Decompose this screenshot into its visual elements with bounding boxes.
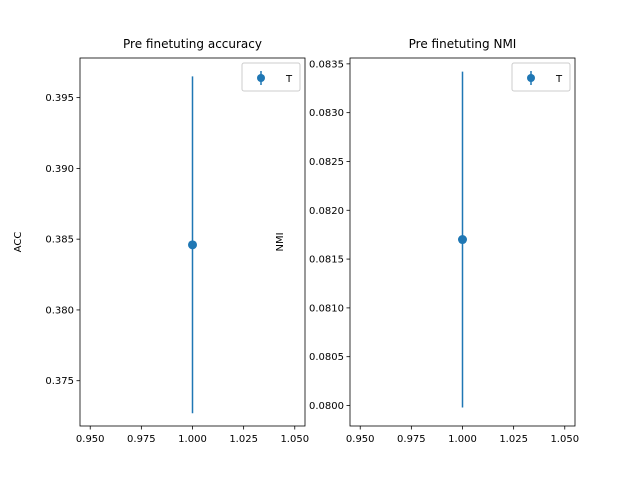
y-tick-label: 0.0815: [309, 255, 344, 266]
x-tick-label: 0.975: [127, 434, 156, 445]
data-point: [458, 235, 467, 245]
data-point: [188, 240, 197, 250]
y-tick-label: 0.0810: [309, 303, 344, 314]
x-tick-label: 1.025: [499, 434, 528, 445]
x-tick-label: 1.050: [550, 434, 579, 445]
axes-frame: [79, 57, 306, 427]
y-tick-label: 0.375: [45, 376, 74, 387]
y-tick-label: 0.395: [45, 93, 74, 104]
axes-frame: [349, 57, 576, 427]
y-tick-label: 0.0825: [309, 157, 344, 168]
y-tick-label: 0.380: [45, 305, 74, 316]
plot-area: 0.950 0.975 1.000 1.025 1.050 0.375 0.380 0.385…: [45, 76, 309, 445]
y-tick-label: 0.0820: [309, 206, 344, 217]
y-tick-label: 0.0800: [309, 401, 344, 412]
x-tick-label: 0.950: [76, 434, 105, 445]
legend-box: [241, 62, 301, 92]
legend-point-marker: [527, 74, 535, 82]
x-tick-label: 0.975: [397, 434, 426, 445]
x-tick-label: 0.950: [346, 434, 375, 445]
plot-title: Pre finetuting NMI: [409, 37, 517, 51]
legend-box: [511, 62, 571, 92]
x-tick-label: 1.000: [448, 434, 477, 445]
y-axis-label: NMI: [275, 232, 286, 251]
legend-label: T: [285, 74, 293, 85]
legend-label: T: [555, 74, 563, 85]
y-axis-label: ACC: [13, 232, 24, 253]
y-tick-label: 0.0805: [309, 352, 344, 363]
plot-title: Pre finetuting accuracy: [123, 37, 262, 51]
y-tick-label: 0.385: [45, 235, 74, 246]
subplot-accuracy: Pre finetuting accuracy ACC 0.950 0.975 1.…: [13, 37, 309, 445]
legend: T: [241, 62, 301, 92]
plot-area: 0.950 0.975 1.000 1.025 1.050 0.0800 0.0805 0.0…: [309, 59, 579, 445]
y-tick-label: 0.0835: [309, 59, 344, 70]
subplot-nmi: Pre finetuting NMI NMI 0.950 0.975 1.000 1.…: [275, 37, 579, 445]
x-tick-label: 1.050: [280, 434, 309, 445]
legend-point-marker: [257, 74, 265, 82]
legend: T: [511, 62, 571, 92]
y-tick-label: 0.0830: [309, 108, 344, 119]
x-tick-label: 1.025: [229, 434, 258, 445]
x-tick-label: 1.000: [178, 434, 207, 445]
y-tick-label: 0.390: [45, 164, 74, 175]
